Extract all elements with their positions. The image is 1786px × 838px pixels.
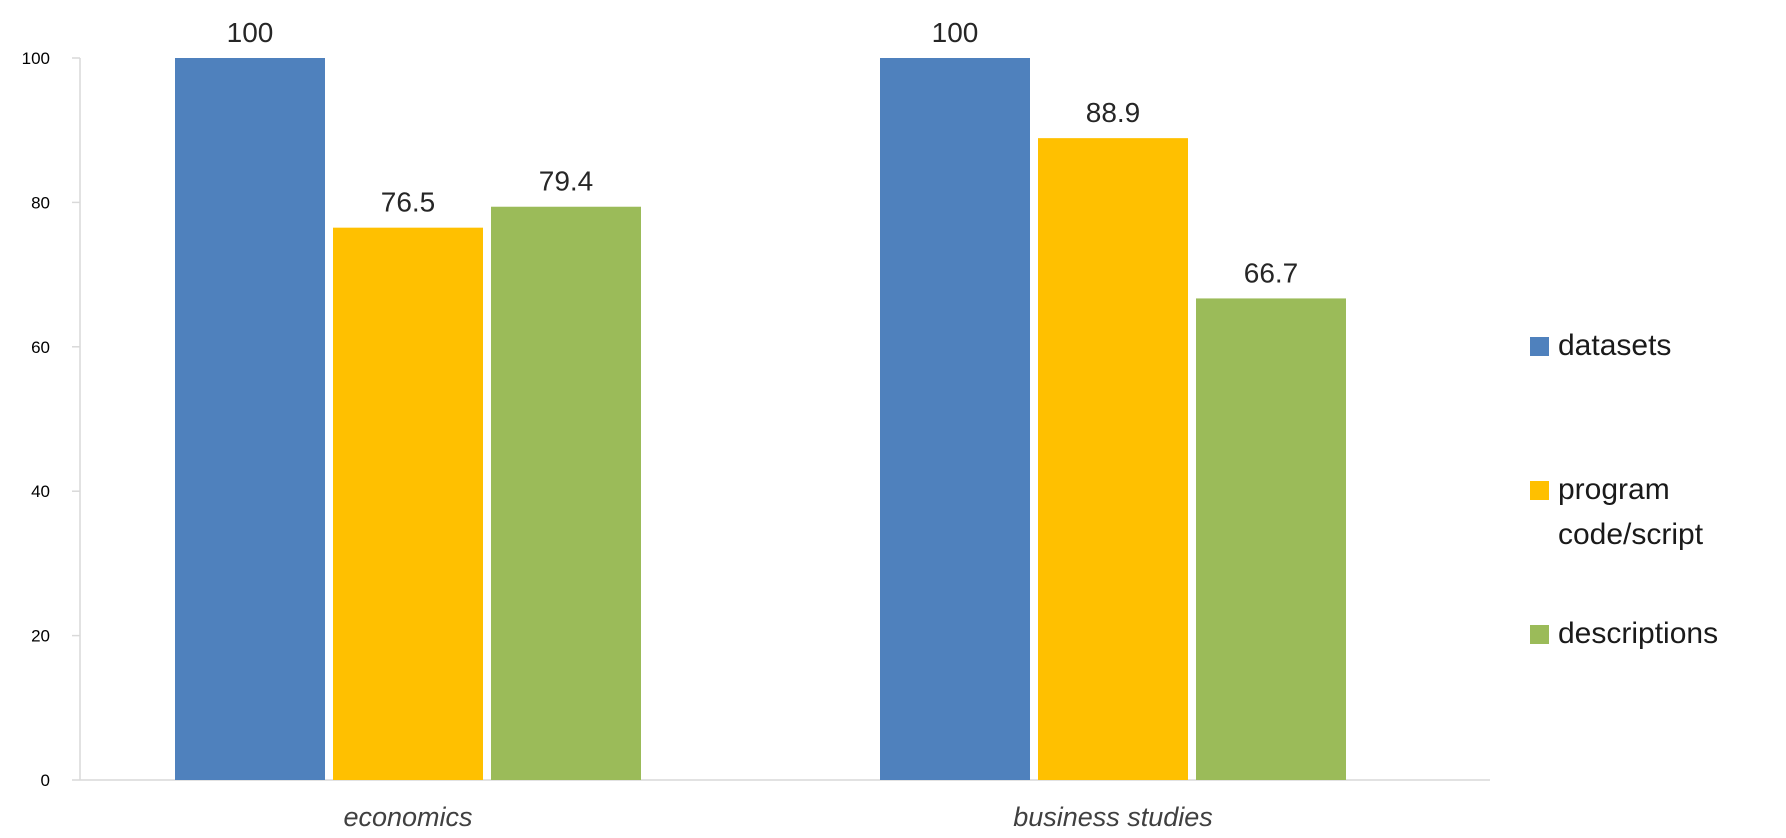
legend-swatch bbox=[1530, 481, 1549, 500]
y-tick-label: 20 bbox=[31, 627, 50, 646]
bar-business-studies-datasets bbox=[880, 58, 1030, 780]
y-tick-label: 60 bbox=[31, 338, 50, 357]
x-tick-label: business studies bbox=[1013, 802, 1213, 832]
y-tick-label: 80 bbox=[31, 193, 50, 212]
legend-label: datasets bbox=[1558, 329, 1671, 362]
legend: datasets program code/script descriptions bbox=[1530, 329, 1718, 650]
legend-label: program bbox=[1558, 473, 1670, 506]
x-tick-label: economics bbox=[343, 802, 472, 832]
bars bbox=[175, 58, 1346, 781]
legend-swatch bbox=[1530, 337, 1549, 356]
data-label: 100 bbox=[932, 17, 979, 48]
bar-business-studies-descriptions bbox=[1196, 298, 1346, 780]
legend-item-datasets: datasets bbox=[1530, 329, 1671, 362]
bar-business-studies-program-code-script bbox=[1038, 138, 1188, 781]
y-tick-label: 40 bbox=[31, 482, 50, 501]
bar-economics-datasets bbox=[175, 58, 325, 780]
legend-label: descriptions bbox=[1558, 617, 1718, 650]
data-label: 66.7 bbox=[1244, 257, 1299, 288]
data-label: 88.9 bbox=[1086, 97, 1141, 128]
x-axis: economics business studies bbox=[80, 779, 1490, 832]
bar-economics-program-code-script bbox=[333, 227, 483, 781]
legend-label: code/script bbox=[1558, 518, 1704, 551]
data-labels: 100 76.5 79.4 100 88.9 66.7 bbox=[227, 17, 1299, 288]
legend-swatch bbox=[1530, 625, 1549, 644]
data-label: 100 bbox=[227, 17, 274, 48]
y-tick-label: 100 bbox=[22, 49, 50, 68]
legend-item-program-code-script: program code/script bbox=[1530, 473, 1704, 551]
y-axis: 0 20 40 60 80 100 bbox=[22, 49, 81, 790]
y-tick-label: 0 bbox=[41, 771, 50, 790]
bar-economics-descriptions bbox=[491, 206, 641, 780]
data-label: 79.4 bbox=[539, 166, 594, 197]
legend-item-descriptions: descriptions bbox=[1530, 617, 1718, 650]
data-label: 76.5 bbox=[381, 187, 436, 218]
